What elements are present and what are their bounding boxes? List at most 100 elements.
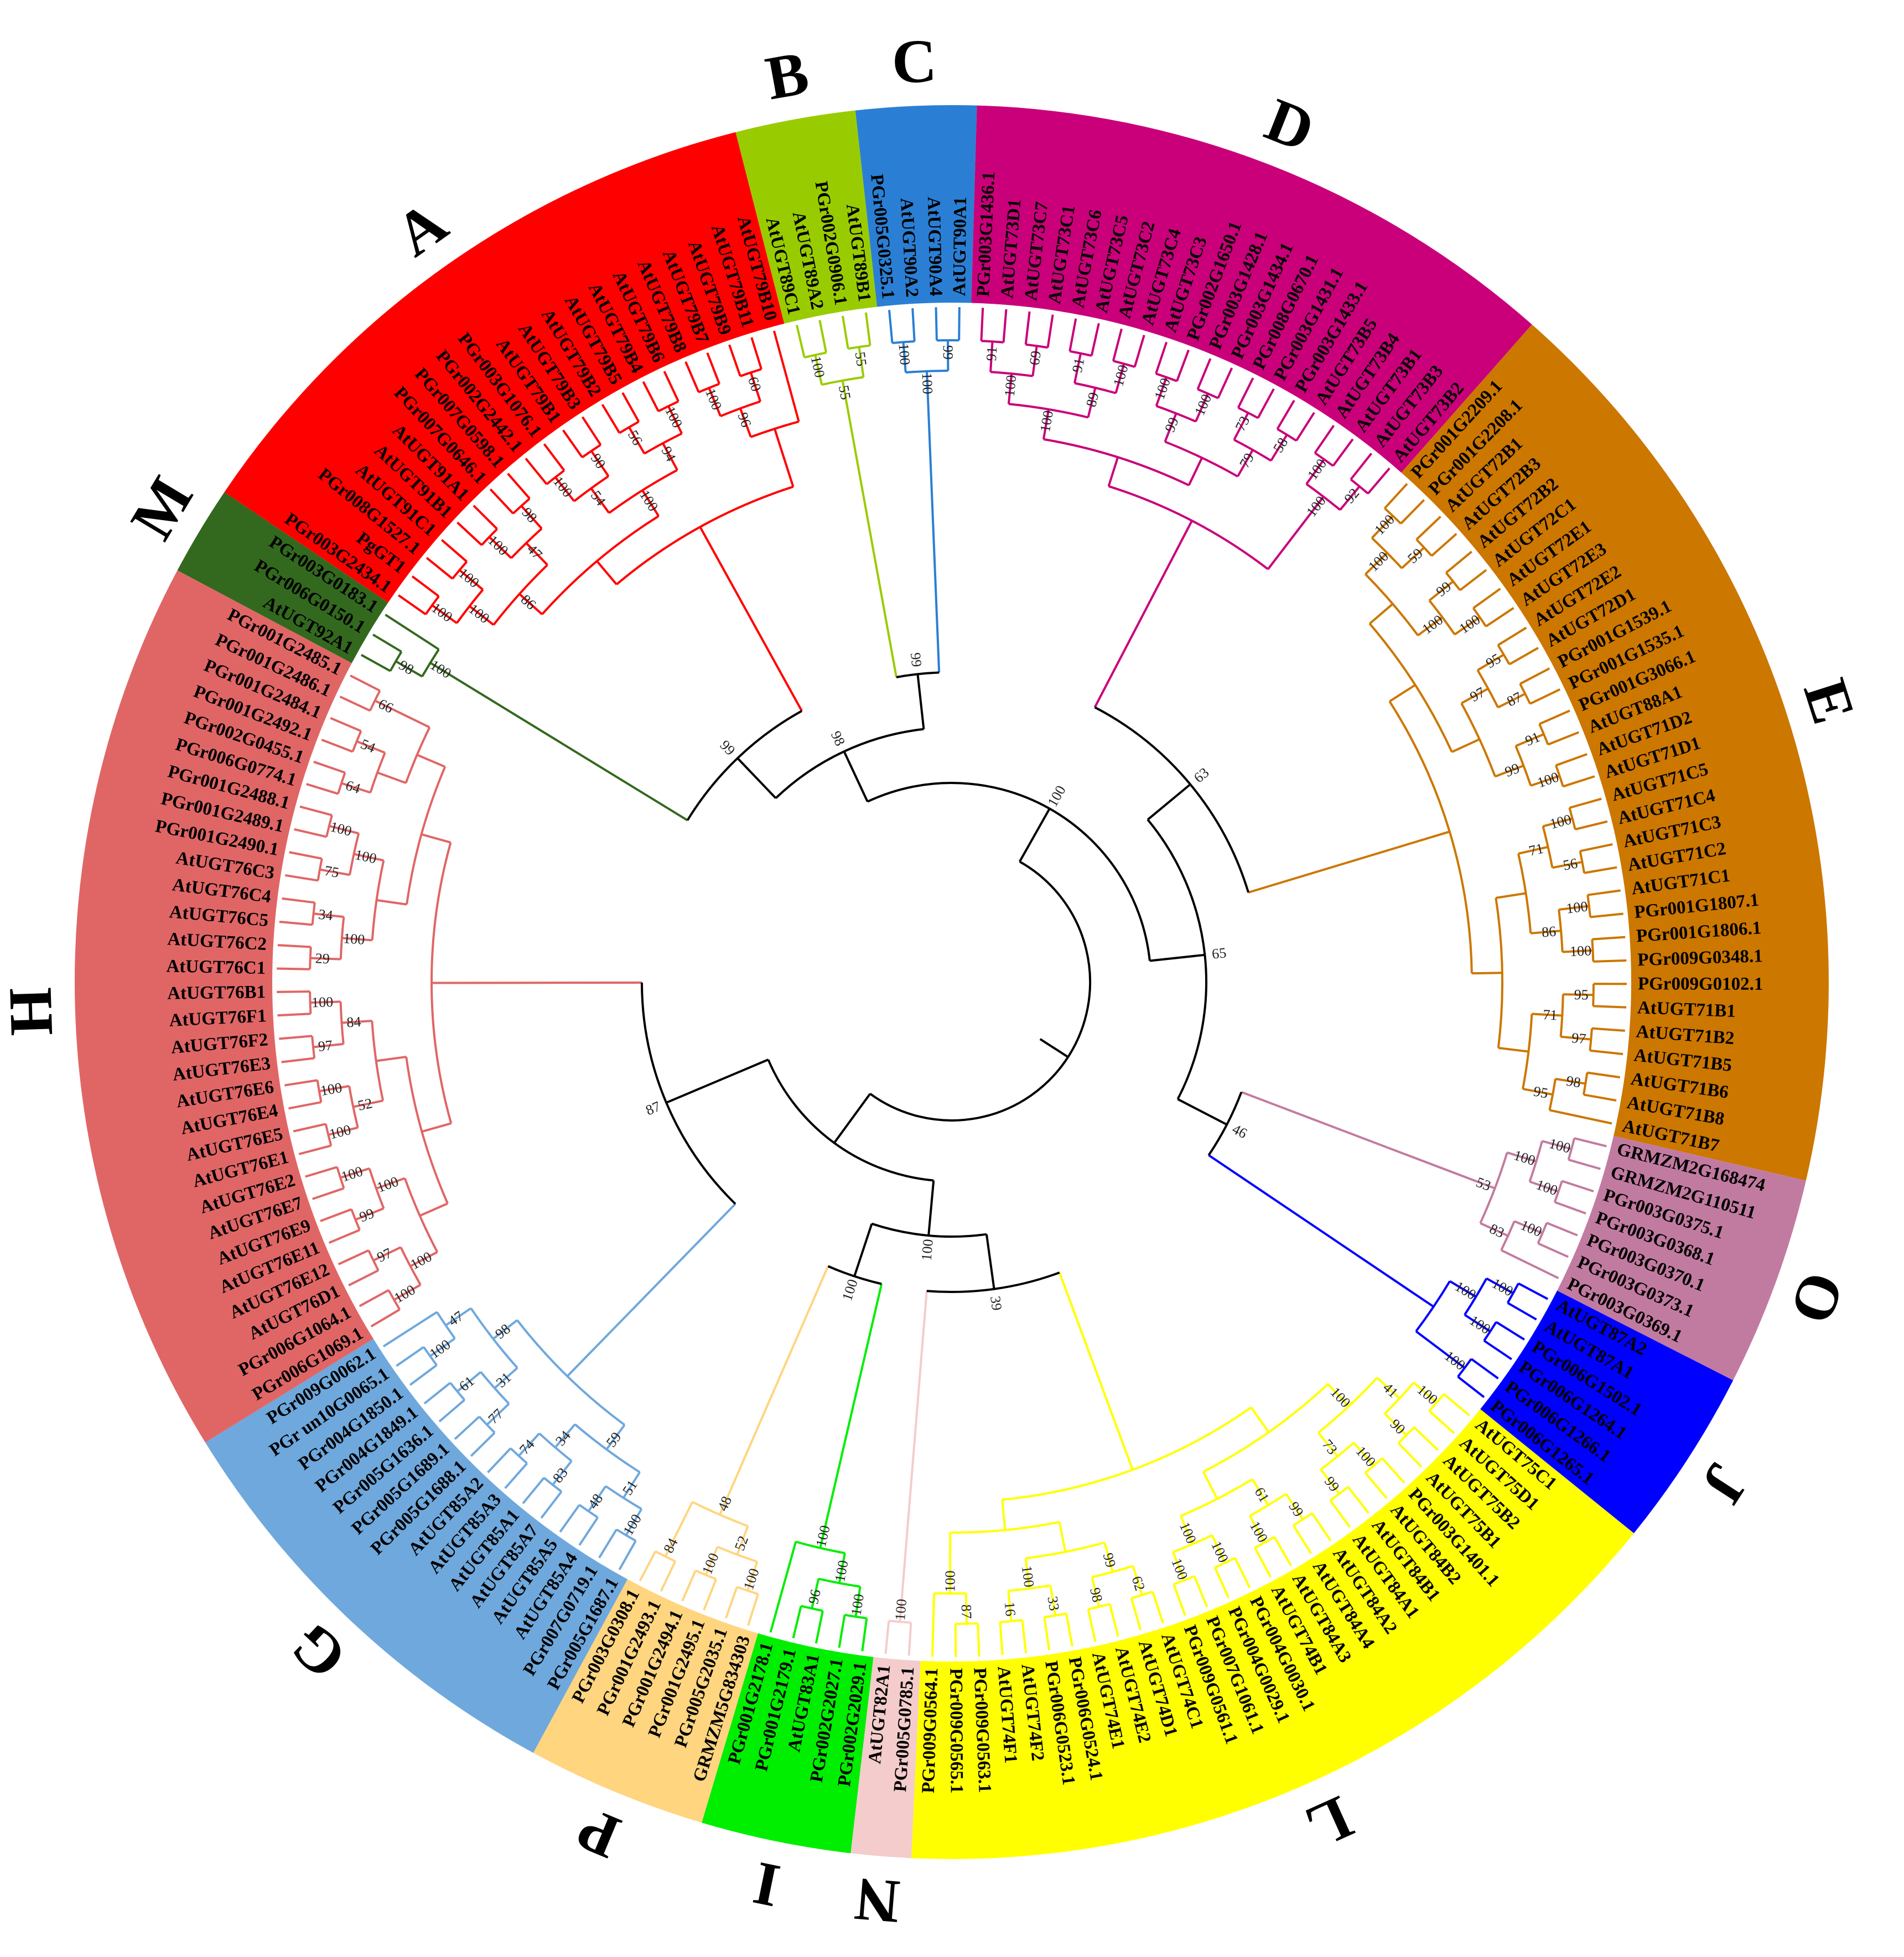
branch [698, 382, 720, 393]
branch [1507, 1302, 1537, 1321]
branch [298, 1144, 331, 1155]
backbone-branch [869, 860, 1092, 1122]
bootstrap-label: 99 [1433, 578, 1454, 600]
bootstrap-label: 100 [895, 343, 913, 366]
bootstrap-label: 100 [1512, 1147, 1537, 1169]
clade-band-A [224, 132, 785, 603]
branch [340, 1167, 370, 1179]
branch [1090, 323, 1100, 356]
leaf-label: AtUGT76C1 [166, 957, 266, 979]
branch [330, 717, 362, 733]
branch [1132, 1565, 1143, 1596]
branch [1327, 1383, 1350, 1407]
branch [1202, 1471, 1218, 1499]
branch [1250, 1406, 1270, 1433]
branch [1002, 309, 1008, 342]
branch [641, 490, 660, 517]
branch [554, 476, 575, 502]
leaf-label: PGr009G0102.1 [1638, 974, 1763, 994]
branch [348, 1269, 379, 1286]
branch [369, 752, 386, 793]
branch [540, 1491, 563, 1519]
branch [336, 1166, 345, 1189]
branch [1000, 1619, 1023, 1623]
backbone-branch [1248, 830, 1450, 894]
branch [708, 387, 722, 417]
branch [426, 557, 453, 580]
branch [279, 1035, 313, 1040]
branch [977, 1623, 980, 1657]
branch [440, 539, 468, 563]
branch [1233, 412, 1249, 440]
branch [481, 528, 498, 546]
branch [385, 614, 440, 651]
branch [1044, 1612, 1067, 1618]
bootstrap-label: 100 [339, 1163, 365, 1185]
group-label-P: P [568, 1794, 630, 1872]
bootstrap-label: 79 [1236, 450, 1257, 471]
branch [288, 1101, 321, 1110]
branch [838, 1553, 846, 1584]
branch [814, 355, 823, 385]
branch [1430, 533, 1457, 557]
branch [980, 308, 984, 341]
branch [1311, 1512, 1332, 1541]
branch [1543, 817, 1573, 828]
backbone-branch [566, 1203, 736, 1377]
branch [525, 458, 548, 485]
branch [431, 604, 458, 624]
group-label-L: L [1296, 1783, 1362, 1862]
bootstrap-label: 73 [1319, 1436, 1341, 1457]
branch [1042, 409, 1050, 440]
branch [282, 897, 315, 904]
bootstrap-label: 61 [1251, 1484, 1272, 1505]
branch [1514, 1220, 1543, 1234]
bootstrap-label: 97 [375, 1245, 395, 1265]
branch [1151, 1591, 1164, 1624]
branch [573, 475, 609, 502]
group-label-M: M [117, 465, 206, 551]
branch [1273, 1536, 1292, 1566]
bootstrap-label: 95 [1483, 650, 1503, 671]
branch [522, 1477, 545, 1504]
branch [1197, 388, 1219, 399]
branch [279, 920, 313, 926]
backbone-branch [1058, 1272, 1134, 1470]
leaf-label: AtUGT71B1 [1637, 998, 1736, 1021]
bootstrap-label: 87 [644, 1098, 663, 1119]
bootstrap-label: 51 [619, 1477, 640, 1498]
branch [605, 1424, 626, 1450]
branch [1103, 1542, 1114, 1572]
branch [1554, 1201, 1586, 1215]
backbone-branch [1208, 1154, 1434, 1308]
branch [1364, 1472, 1388, 1499]
branch [704, 1546, 719, 1576]
branch [1113, 360, 1135, 368]
branch [359, 1289, 390, 1307]
bootstrap-label: 100 [1037, 409, 1056, 433]
branch [429, 1337, 456, 1357]
branch [625, 1508, 643, 1536]
branch [480, 1371, 510, 1405]
branch [1561, 1180, 1594, 1193]
branch [1477, 653, 1504, 672]
branch [1180, 1515, 1194, 1545]
bootstrap-label: 91 [983, 346, 1000, 361]
branch [421, 648, 440, 677]
branch [1270, 434, 1288, 461]
bootstrap-label: 71 [1543, 1006, 1558, 1023]
branch [750, 421, 800, 438]
leaf-label: AtUGT90A1 [950, 196, 971, 296]
branch [423, 1346, 438, 1366]
backbone-branch [819, 1284, 883, 1549]
branch [838, 1615, 846, 1648]
branch [449, 1382, 466, 1401]
bootstrap-label: 98 [492, 1321, 513, 1342]
branch [473, 505, 498, 530]
branch [389, 651, 403, 672]
branch [1397, 1442, 1423, 1468]
bootstrap-label: 100 [1569, 942, 1591, 959]
branch [1530, 775, 1560, 787]
branch [1087, 1609, 1097, 1642]
